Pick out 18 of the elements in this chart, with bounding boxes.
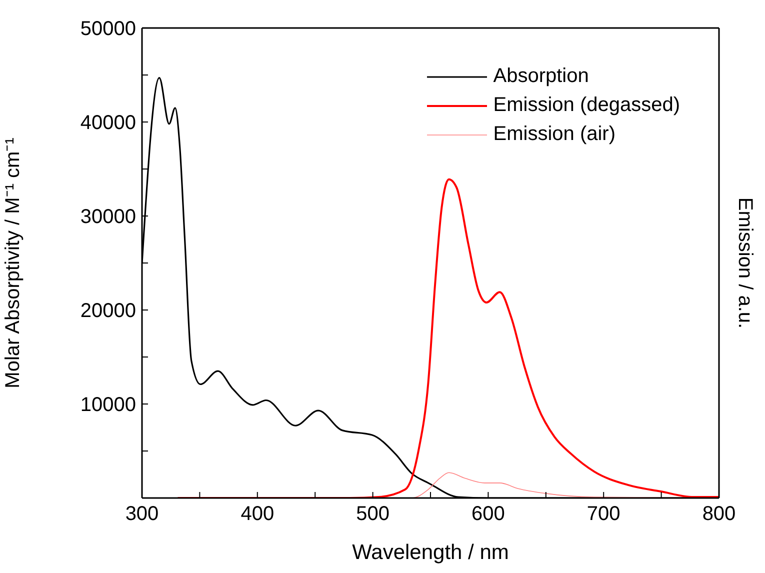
y-tick-label: 40000 bbox=[80, 112, 136, 134]
y-tick-label: 50000 bbox=[80, 18, 136, 40]
x-axis-title: Wavelength / nm bbox=[352, 541, 509, 564]
y-axis-title: Molar Absorptivity / M⁻¹ cm⁻¹ bbox=[2, 137, 24, 388]
x-tick-label: 600 bbox=[472, 503, 505, 526]
x-tick-label: 500 bbox=[356, 503, 390, 526]
legend-label: Emission (air) bbox=[493, 123, 616, 146]
x-tick-label: 300 bbox=[125, 503, 159, 526]
y2-axis-title: Emission / a.u. bbox=[734, 197, 756, 329]
x-tick-label: 400 bbox=[240, 503, 274, 526]
y-tick-label: 10000 bbox=[80, 394, 136, 416]
legend-label: Emission (degassed) bbox=[493, 94, 680, 117]
x-tick-label: 700 bbox=[586, 503, 620, 526]
x-tick-label: 800 bbox=[702, 503, 736, 526]
y-tick-label: 30000 bbox=[80, 206, 136, 228]
legend-label: Absorption bbox=[493, 65, 589, 88]
y-tick-label: 20000 bbox=[80, 300, 136, 322]
line-series bbox=[176, 178, 719, 498]
